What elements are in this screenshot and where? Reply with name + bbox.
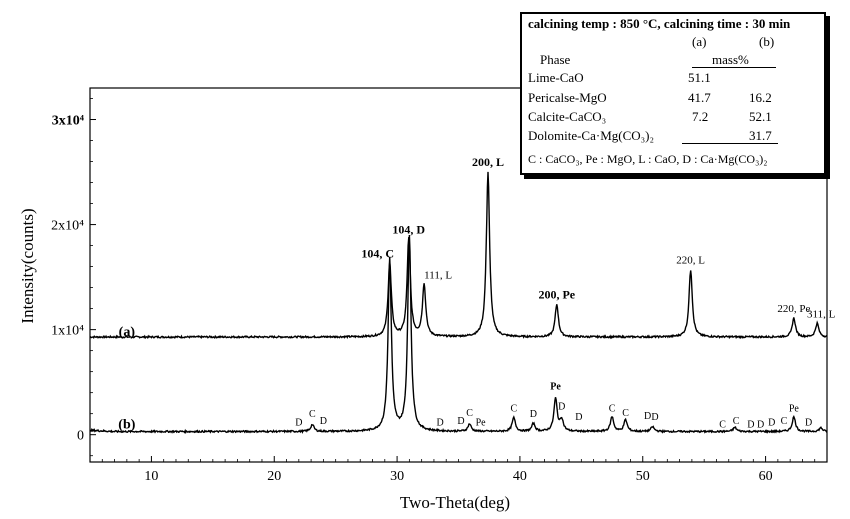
phase-letter: D (757, 419, 764, 430)
phase-letter: C (781, 416, 788, 427)
series-lines (89, 171, 828, 435)
peak-label: 311, L (807, 308, 836, 320)
x-tick-label: 30 (390, 469, 404, 484)
peak-label: 200, Pe (538, 287, 575, 301)
peak-label: 111, L (424, 269, 452, 281)
phase-letter: C (609, 404, 616, 415)
phase-letter: C (309, 409, 316, 420)
row-phase: Pericalse-MgO (528, 90, 607, 105)
peak-annotations: 104, C 104, D 111, L 200, L 200, Pe 220, L 220… (118, 155, 835, 432)
phase-letter: D (644, 411, 651, 422)
mass-header-rule (692, 67, 776, 68)
phase-letter: C (510, 404, 517, 415)
phase-letter: D (530, 409, 537, 420)
y-tick-label: 1x10⁴ (51, 324, 84, 339)
phase-letter: C (733, 416, 740, 427)
row-value-b: 31.7 (749, 128, 772, 143)
column-a-header: (a) (692, 34, 707, 49)
axis-ticks: 10 20 30 40 50 60 0 1x10⁴ 2x10⁴ 3x10⁴ (51, 98, 828, 484)
row-value-b: 16.2 (749, 90, 772, 105)
x-tick-label: 40 (513, 469, 527, 484)
phase-letter: D (457, 416, 464, 427)
x-axis-title: Two-Theta(deg) (400, 493, 510, 512)
total-rule (682, 143, 778, 144)
row-phase: Lime-CaO (528, 70, 584, 85)
phase-letter: C (622, 408, 629, 419)
phase-letter: D (436, 418, 443, 429)
peak-label: 104, D (392, 222, 425, 236)
phase-header: Phase (540, 52, 571, 67)
phase-letter: Pe (476, 418, 487, 429)
phase-letter: D (575, 412, 582, 423)
row-phase: Dolomite-Ca·Mg(CO₃)₂ (528, 128, 655, 143)
series-label: (b) (118, 417, 135, 432)
x-tick-label: 10 (144, 469, 158, 484)
phase-letter: D (558, 402, 565, 413)
phase-letter: D (651, 412, 658, 423)
phase-letter: D (320, 416, 327, 427)
x-tick-label: 60 (759, 469, 773, 484)
peak-label: 220, L (676, 255, 705, 267)
row-value-a: 7.2 (692, 109, 709, 124)
table-title: calcining temp : 850 °C, calcining time … (528, 16, 791, 31)
y-tick-label: 0 (77, 429, 84, 444)
phase-letter: D (768, 418, 775, 429)
phase-letter: C (719, 419, 726, 430)
phase-letter: Pe (550, 382, 561, 393)
mass-percent-header: mass% (712, 52, 749, 67)
y-tick-label: 3x10⁴ (52, 114, 85, 129)
series-line-b (89, 234, 828, 435)
series-label: (a) (119, 325, 136, 340)
phase-letter: Pe (789, 404, 800, 415)
phase-letter: D (805, 418, 812, 429)
phase-letter: D (295, 418, 302, 429)
column-b-header: (b) (759, 34, 775, 49)
row-value-b: 52.1 (749, 109, 772, 124)
y-axis-title: Intensity(counts) (18, 208, 37, 323)
y-tick-label: 2x10⁴ (51, 219, 84, 234)
x-tick-label: 20 (267, 469, 281, 484)
peak-label: 104, C (361, 246, 394, 260)
phase-mass-table: calcining temp : 850 °C, calcining time … (520, 12, 826, 175)
row-phase: Calcite-CaCO₃ (528, 109, 607, 124)
x-tick-label: 50 (636, 469, 650, 484)
row-value-a: 41.7 (688, 90, 711, 105)
peak-label: 200, L (472, 155, 504, 169)
peak-label: 220, Pe (777, 303, 810, 315)
table-footnote: C : CaCO₃, Pe : MgO, L : CaO, D : Ca·Mg(… (528, 152, 768, 166)
phase-letter: D (747, 419, 754, 430)
phase-letter: C (466, 408, 473, 419)
row-value-a: 51.1 (688, 70, 711, 85)
series-line-a (89, 171, 827, 340)
